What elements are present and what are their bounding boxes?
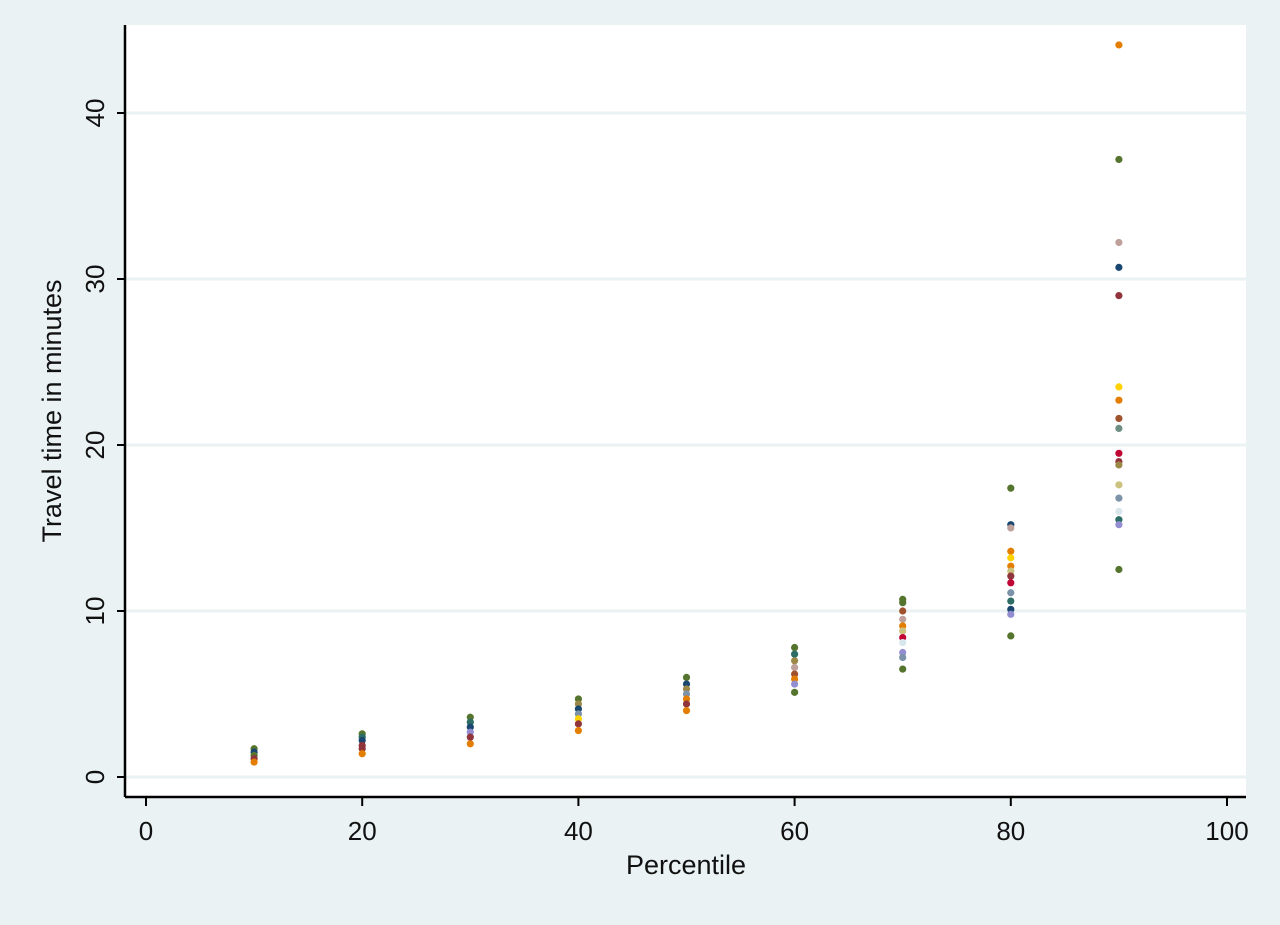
data-point: [1115, 565, 1123, 574]
data-point: [466, 740, 474, 748]
data-point: [899, 665, 907, 673]
data-point: [682, 695, 691, 703]
data-point: [1007, 579, 1015, 587]
y-axis-title: Travel time in minutes: [37, 279, 67, 542]
data-point: [899, 622, 907, 630]
data-point: [791, 650, 799, 658]
plot-area: [125, 25, 1246, 797]
data-point: [682, 707, 691, 715]
data-point: [1007, 597, 1015, 605]
data-point: [1007, 572, 1015, 580]
data-point: [574, 700, 583, 708]
data-point: [1115, 424, 1123, 432]
x-tick-label-0: 0: [139, 816, 153, 846]
data-point: [1115, 449, 1123, 457]
data-point: [574, 705, 583, 713]
data-point: [899, 607, 907, 615]
data-point: [466, 718, 474, 726]
data-point: [1007, 554, 1015, 562]
data-point: [1115, 521, 1123, 529]
gridlines: [125, 111, 1246, 779]
data-points: [250, 41, 1123, 766]
y-tick-label-0: 0: [80, 770, 110, 784]
x-tick-label-40: 40: [564, 816, 593, 846]
data-point: [250, 758, 258, 766]
data-point: [358, 736, 366, 745]
data-point: [466, 713, 474, 721]
data-point: [1115, 481, 1123, 489]
data-point: [791, 688, 799, 696]
data-point: [899, 627, 907, 635]
data-point: [1115, 41, 1123, 49]
data-point: [682, 680, 691, 688]
data-point: [1115, 414, 1123, 423]
data-point: [899, 648, 907, 657]
data-point: [791, 663, 799, 672]
data-point: [791, 643, 799, 652]
y-tick-label-20: 20: [80, 431, 110, 460]
data-point: [791, 675, 799, 683]
data-point: [1007, 632, 1015, 640]
x-tick-label-100: 100: [1205, 816, 1248, 846]
y-tick-label-10: 10: [80, 597, 110, 626]
x-axis-title: Percentile: [626, 850, 746, 880]
data-point: [899, 653, 907, 662]
x-tick-label-80: 80: [996, 816, 1025, 846]
axes: [117, 25, 1246, 806]
data-point: [791, 657, 799, 665]
data-point: [1007, 567, 1015, 575]
x-tick-label-20: 20: [348, 816, 377, 846]
data-point: [1115, 396, 1123, 404]
data-point: [1115, 383, 1123, 391]
data-point: [1007, 484, 1015, 492]
y-tick-label-40: 40: [80, 99, 110, 128]
data-point: [574, 695, 583, 703]
data-point: [358, 750, 366, 758]
data-point: [682, 690, 691, 698]
data-point: [574, 710, 583, 718]
data-point: [1007, 562, 1015, 570]
data-point: [682, 700, 691, 708]
data-point: [1007, 589, 1015, 597]
data-point: [1115, 155, 1123, 164]
data-point: [1007, 524, 1015, 532]
tick-labels: 0 10 20 30 40 0 20 40 60 80 100: [80, 99, 1249, 846]
data-point: [466, 733, 474, 741]
data-point: [899, 638, 907, 647]
y-tick-label-30: 30: [80, 265, 110, 294]
data-point: [574, 720, 583, 728]
data-point: [682, 673, 691, 682]
data-point: [1115, 238, 1123, 247]
data-point: [791, 680, 799, 688]
data-point: [358, 745, 366, 753]
data-point: [1115, 292, 1123, 300]
data-point: [899, 633, 907, 642]
data-point: [1115, 494, 1123, 502]
data-point: [466, 723, 474, 731]
data-point: [899, 615, 907, 623]
x-tick-label-60: 60: [780, 816, 809, 846]
data-point: [899, 599, 907, 607]
data-point: [1115, 263, 1123, 271]
data-point: [791, 670, 799, 678]
data-point: [1007, 605, 1015, 613]
data-point: [1115, 507, 1123, 515]
data-point: [1007, 610, 1015, 618]
data-point: [1115, 461, 1123, 469]
data-point: [574, 715, 583, 723]
data-point: [1007, 547, 1015, 555]
data-point: [682, 685, 691, 693]
data-point: [1115, 516, 1123, 524]
data-point: [574, 726, 583, 735]
data-point: [466, 728, 474, 736]
